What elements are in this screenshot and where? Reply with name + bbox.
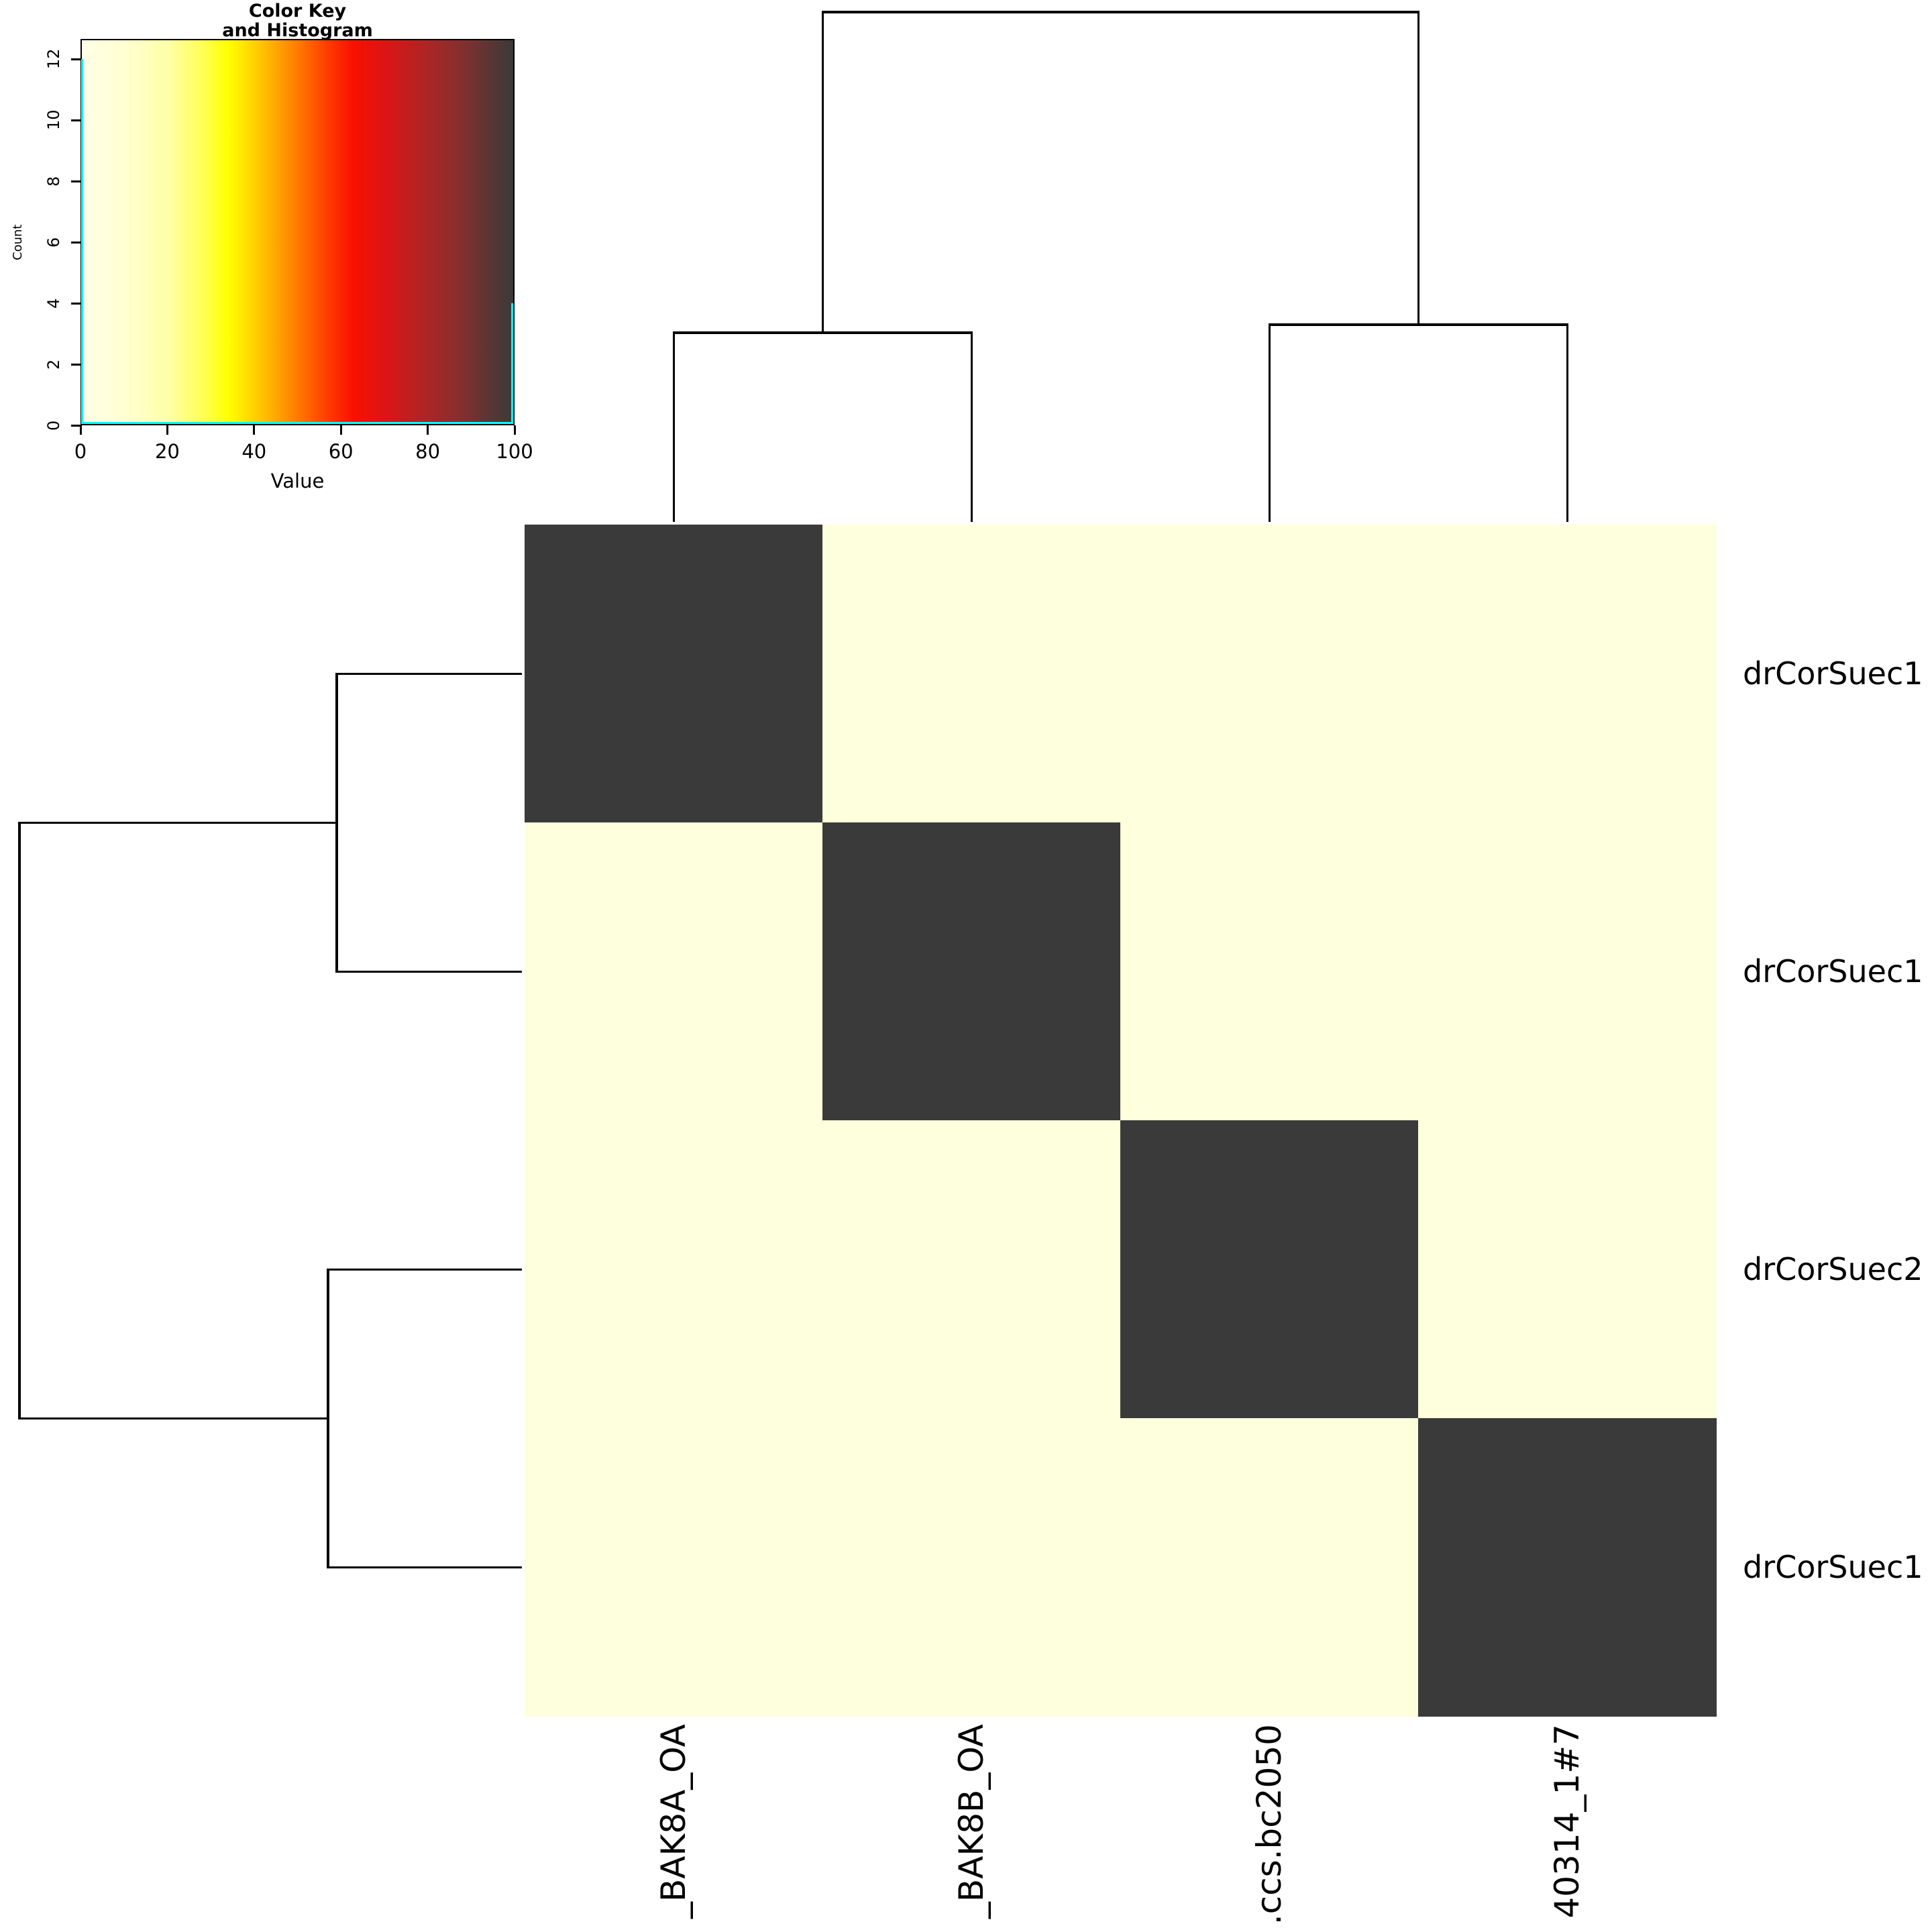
heatmap-cell — [1418, 1418, 1717, 1717]
heatmap-cell — [822, 525, 1121, 823]
key-y-tick-label: 12 — [44, 48, 63, 70]
heatmap-row-label: drCorSuec1 — [1743, 1549, 1923, 1585]
heatmap-cell — [525, 822, 823, 1121]
heatmap-cell — [1418, 822, 1717, 1121]
heatmap-cell — [1418, 525, 1717, 823]
dendrogram-root-branch — [821, 12, 824, 333]
heatmap-row-label: drCorSuec1 — [1743, 953, 1923, 989]
heatmap-column-label: _BAK8A_OA — [654, 1724, 693, 1919]
heatmap-cell — [1120, 525, 1419, 823]
dendrogram-join — [1268, 323, 1568, 326]
key-x-tick-mark — [79, 425, 82, 435]
dendrogram-leaf-branch — [1268, 325, 1271, 522]
dendrogram-leaf-branch — [672, 333, 675, 522]
dendrogram-leaf-branch — [328, 1566, 522, 1568]
heatmap-column-label: .ccs.bc2050 — [1250, 1724, 1289, 1925]
key-y-tick-mark — [71, 180, 80, 182]
key-x-tick-mark — [513, 425, 516, 435]
histogram-trace-bottom — [81, 422, 513, 424]
heatmap-cell — [822, 822, 1121, 1121]
color-key-title-line1: Color Key — [248, 1, 347, 21]
dendrogram-root-branch — [19, 1417, 328, 1419]
key-y-tick-label: 10 — [44, 109, 63, 131]
key-x-tick-mark — [166, 425, 168, 435]
key-x-tick-label: 80 — [415, 440, 441, 463]
heatmap-cell — [1120, 1418, 1419, 1717]
key-y-tick-mark — [71, 424, 80, 427]
heatmap-cell — [525, 1120, 823, 1419]
dendrogram-root-branch — [1417, 12, 1419, 325]
key-x-tick-label: 40 — [241, 440, 267, 463]
key-x-tick-label: 20 — [154, 440, 180, 463]
color-key-y-axis-label: Count — [11, 224, 25, 260]
key-x-tick-label: 0 — [74, 440, 87, 463]
heatmap-cell — [525, 1418, 823, 1717]
key-y-tick-label: 8 — [44, 176, 63, 186]
heatmap-column-label: 40314_1#7 — [1548, 1724, 1587, 1919]
key-y-tick-mark — [71, 363, 80, 366]
color-key-title: Color Key and Histogram — [80, 1, 515, 40]
dendrogram-leaf-branch — [337, 672, 522, 675]
dendrogram-join — [672, 331, 973, 334]
key-y-tick-mark — [71, 58, 80, 60]
heatmap-column-label: _BAK8B_OA — [952, 1724, 991, 1919]
color-key-x-axis-label: Value — [270, 470, 325, 492]
dendrogram-leaf-branch — [328, 1268, 522, 1271]
dendrogram-join — [327, 1268, 329, 1568]
color-key-title-line2: and Histogram — [222, 20, 373, 41]
key-x-tick-mark — [253, 425, 256, 435]
key-x-tick-label: 60 — [328, 440, 354, 463]
dendrogram-root-join — [821, 11, 1419, 13]
dendrogram-leaf-branch — [970, 333, 973, 522]
key-y-tick-mark — [71, 119, 80, 121]
key-y-tick-label: 0 — [44, 420, 63, 431]
key-y-tick-label: 2 — [44, 359, 63, 370]
histogram-trace-right — [511, 303, 513, 423]
dendrogram-leaf-branch — [337, 970, 522, 973]
heatmap-row-label: drCorSuec1 — [1743, 655, 1923, 692]
key-x-tick-label: 100 — [496, 440, 533, 463]
heatmap-cell — [1120, 822, 1419, 1121]
heatmap-cell — [1120, 1120, 1419, 1419]
key-x-tick-mark — [427, 425, 429, 435]
dendrogram-root-join — [18, 821, 21, 1419]
heatmap-cell — [525, 525, 823, 823]
heatmap-row-label: drCorSuec2 — [1743, 1251, 1923, 1287]
dendrogram-root-branch — [19, 821, 337, 824]
histogram-trace-left — [81, 59, 83, 423]
key-y-tick-label: 4 — [44, 298, 63, 309]
heatmap-cell — [822, 1418, 1121, 1717]
key-y-tick-mark — [71, 241, 80, 244]
key-y-tick-mark — [71, 302, 80, 305]
key-x-tick-mark — [339, 425, 342, 435]
key-y-tick-label: 6 — [44, 237, 63, 248]
dendrogram-join — [335, 672, 338, 973]
heatmap-cell — [822, 1120, 1121, 1419]
heatmap-cell — [1418, 1120, 1717, 1419]
color-key-gradient — [80, 39, 515, 425]
dendrogram-leaf-branch — [1566, 325, 1568, 522]
